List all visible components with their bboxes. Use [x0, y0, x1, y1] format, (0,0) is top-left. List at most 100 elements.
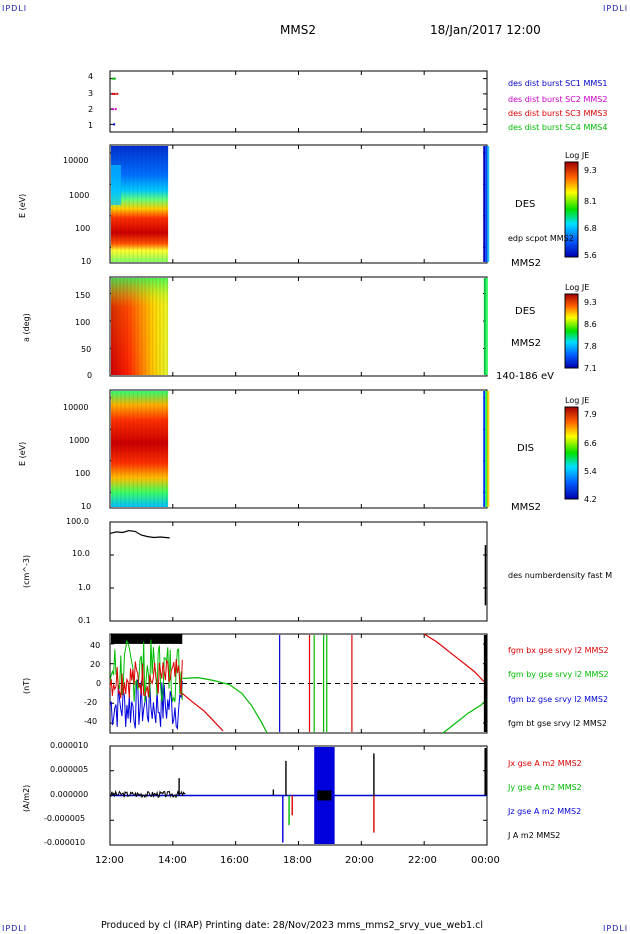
current-ylabel: (A/m2)	[22, 784, 31, 812]
des-pitch-ytick-0: 0	[87, 371, 93, 380]
des-pitch-cbar-title: Log JE	[565, 283, 590, 292]
fgm-end-block	[483, 635, 487, 732]
fgm-ylabel: (nT)	[22, 677, 31, 694]
des-pitch-cbar-tick-4: 7.1	[584, 364, 597, 373]
des-pitch-sc-label: MMS2	[511, 338, 541, 349]
spectrogram-stripe	[161, 146, 164, 262]
density-ylabel: (cm^-3)	[22, 554, 31, 588]
des-energy-colorbar	[564, 161, 579, 258]
xtick-2200: 22:00	[408, 855, 437, 866]
des-pitch-cbar-tick-1: 9.3	[584, 298, 597, 307]
current-legend-jz: Jz gse A m2 MMS2	[508, 807, 582, 816]
des-energy-ytick-1000: 1000	[69, 191, 90, 200]
current-ytick-2: 0.000005	[50, 765, 89, 774]
spectrogram-stripe	[112, 391, 114, 507]
burst-legend-sc3: des dist burst SC3 MMS3	[508, 109, 608, 118]
current-legend-j: J A m2 MMS2	[508, 831, 561, 840]
burst-legend-sc2: des dist burst SC2 MMS2	[508, 95, 608, 104]
dis-energy-spectrogram	[111, 391, 169, 507]
spectrogram-stripe	[132, 146, 134, 262]
des-energy-scpot-label: edp scpot MMS2	[508, 234, 574, 243]
fgm-noise-trace	[109, 639, 183, 703]
density-ytick-10: 10.0	[72, 549, 90, 558]
des-energy-cbar-title: Log JE	[565, 151, 590, 160]
des-energy-spectrogram-end-strip	[483, 146, 486, 262]
des-energy-sc-label: MMS2	[511, 258, 541, 269]
burst-marker	[111, 77, 114, 80]
des-pitch-ytick-150: 150	[75, 291, 91, 300]
fgm-ytick-0: 0	[96, 679, 102, 688]
spectrogram-stripe	[165, 391, 168, 507]
current-j-trace	[109, 789, 186, 799]
spectrogram-stripe	[133, 278, 136, 375]
spectrogram-stripe	[157, 391, 159, 507]
xtick-0000: 00:00	[471, 855, 500, 866]
spectrogram-stripe	[145, 391, 147, 507]
burst-legend-sc4: des dist burst SC4 MMS4	[508, 123, 608, 132]
fgm-legend-bz: fgm bz gse srvy l2 MMS2	[508, 695, 609, 704]
density-ytick-0-1: 0.1	[78, 616, 91, 625]
dis-energy-ylabel: E (eV)	[18, 441, 27, 466]
fgm-trace	[442, 698, 488, 734]
spectrogram-stripe	[157, 146, 159, 262]
des-pitch-instrument-label: DES	[515, 306, 536, 317]
spectrogram-stripe	[120, 391, 122, 507]
spectrogram-stripe	[116, 391, 118, 507]
spectrogram-stripe	[153, 391, 155, 507]
burst-legend-sc1: des dist burst SC1 MMS1	[508, 79, 608, 88]
dis-energy-ytick-100: 100	[75, 469, 91, 478]
spectrogram-stripe	[132, 391, 134, 507]
burst-marker	[116, 92, 119, 95]
panel-frame-dens	[109, 521, 488, 622]
current-j-block	[317, 790, 332, 801]
datetime-title: 18/Jan/2017 12:00	[430, 23, 541, 37]
burst-marker	[113, 123, 116, 126]
burst-marker	[111, 108, 114, 111]
dis-energy-spectrogram-end-strip	[487, 391, 490, 507]
xtick-1800: 18:00	[283, 855, 312, 866]
spectrogram-stripe	[136, 146, 139, 262]
spectrogram-stripe	[159, 278, 161, 375]
spectrogram-stripe	[119, 278, 121, 375]
spectrogram-stripe	[136, 391, 139, 507]
xtick-1400: 14:00	[158, 855, 187, 866]
fgm-legend-bt: fgm bt gse srvy l2 MMS2	[508, 719, 607, 728]
dis-energy-cbar-title: Log JE	[565, 396, 590, 405]
des-energy-ytick-100: 100	[75, 224, 91, 233]
burst-ytick-2: 2	[88, 105, 94, 114]
des-energy-ytick-10: 10	[81, 257, 92, 266]
spectrogram-stripe	[124, 391, 126, 507]
xtick-2000: 20:00	[345, 855, 374, 866]
spectrogram-stripe	[165, 146, 168, 262]
dis-energy-spectrogram-end-strip	[483, 391, 486, 507]
dis-energy-colorbar	[564, 406, 579, 500]
fgm-legend-by: fgm by gse srvy l2 MMS2	[508, 670, 609, 679]
des-pitch-colorbar	[564, 293, 579, 369]
spectrogram-stripe	[148, 278, 150, 375]
spectrogram-stripe	[141, 146, 143, 262]
spectrogram-stripe	[112, 278, 114, 375]
des-pitch-ytick-50: 50	[81, 345, 92, 354]
des-energy-ylabel: E (eV)	[18, 193, 27, 218]
dis-energy-ytick-1000: 1000	[69, 436, 90, 445]
fgm-noise-trace	[109, 659, 183, 699]
fgm-ytick-m40: -40	[84, 717, 98, 726]
density-legend: des numberdensity fast M	[508, 571, 613, 580]
fgm-trace	[181, 692, 224, 732]
spectrogram-stripe	[161, 391, 164, 507]
spectrogram-stripe	[162, 278, 165, 375]
corner-label-tl: IPDLI	[2, 4, 28, 13]
current-ytick-3: 0.000000	[50, 790, 89, 799]
des-pitch-ytick-100: 100	[75, 318, 91, 327]
fgm-noise-trace	[109, 678, 183, 731]
burst-ytick-3: 3	[88, 89, 94, 98]
spectrogram-stripe	[141, 278, 143, 375]
dis-energy-sc-label: MMS2	[511, 502, 541, 513]
des-energy-instrument-label: DES	[515, 199, 536, 210]
dis-energy-cbar-tick-4: 4.2	[584, 495, 597, 504]
fgm-legend-bx: fgm bx gse srvy l2 MMS2	[508, 646, 609, 655]
corner-label-bl: IPDLI	[2, 924, 28, 933]
burst-ytick-1: 1	[88, 121, 94, 130]
fgm-ytick-40: 40	[90, 641, 101, 650]
spectrogram-stripe	[122, 278, 125, 375]
